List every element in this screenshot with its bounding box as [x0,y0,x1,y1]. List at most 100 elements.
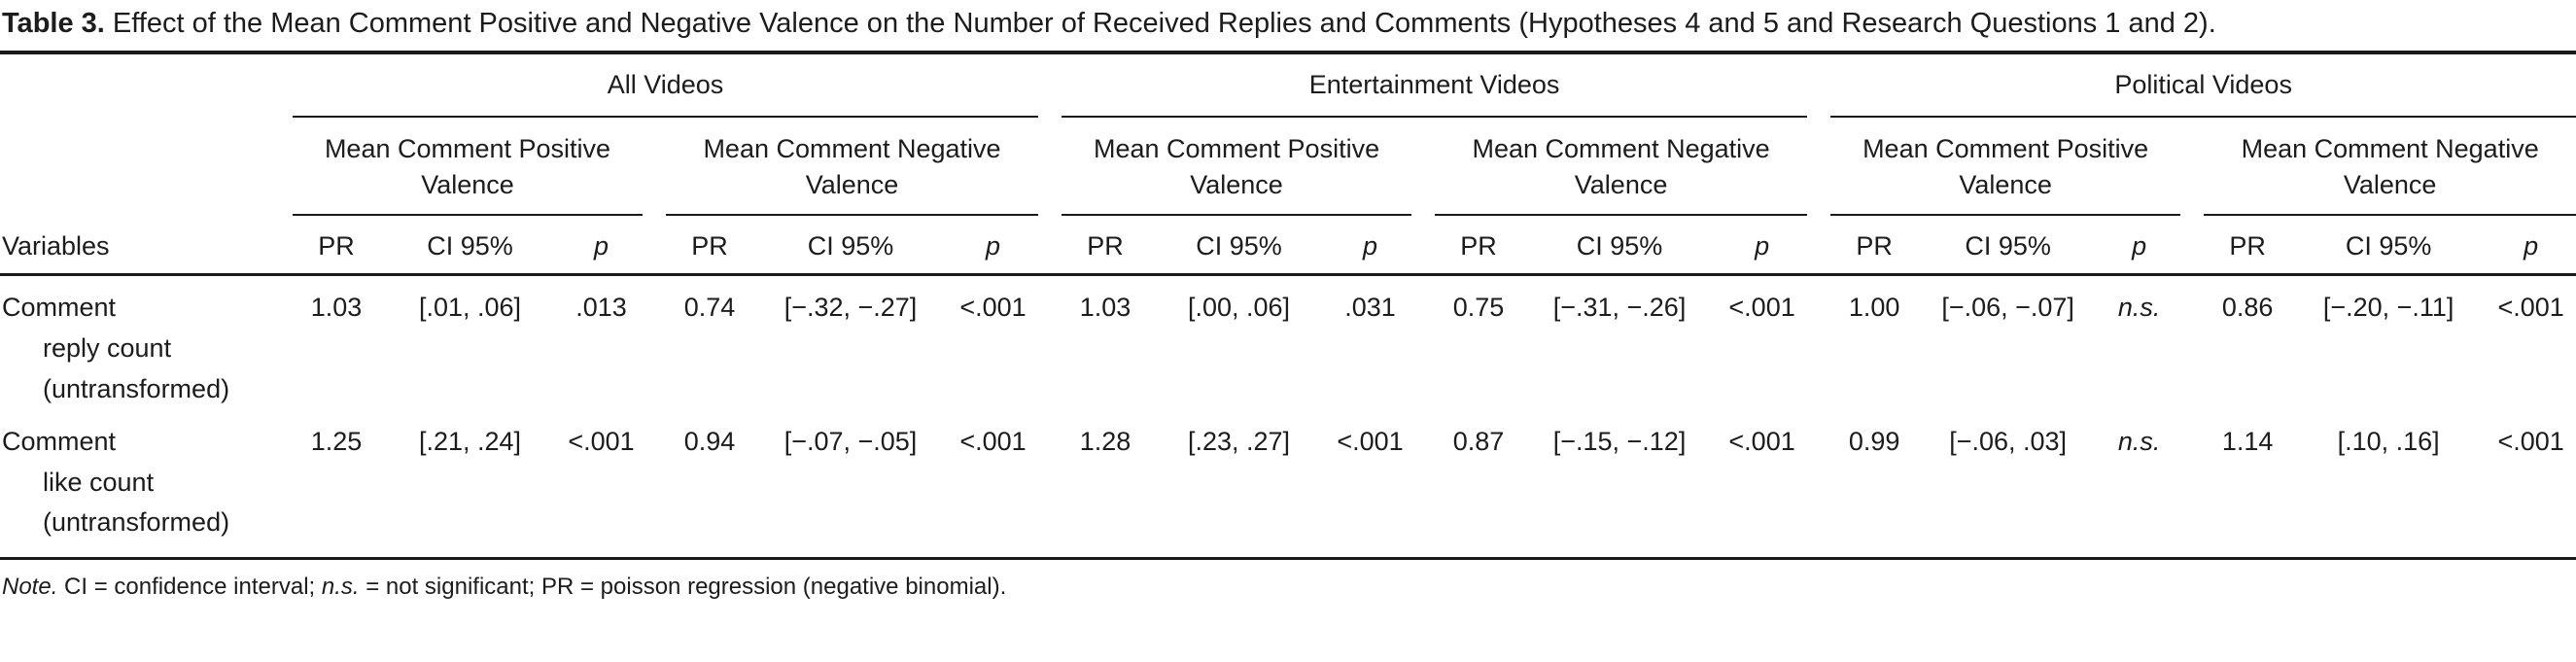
pr-cell: 0.99 [1830,409,1919,561]
p-cell: n.s. [2098,409,2181,561]
pr-column-header: PR [2204,215,2292,277]
subgroup-gap [1411,117,1435,215]
pr-cell: 1.14 [2204,409,2292,561]
column-gap [1038,409,1062,561]
pr-cell: 0.94 [666,409,753,561]
pr-cell: 0.75 [1452,293,1505,323]
pr-cell: 0.74 [683,293,736,323]
pr-cell: 0.87 [1435,409,1523,561]
subgroup-all-positive: Mean Comment Positive Valence [293,117,643,217]
ci-column-header: CI 95% [1149,215,1330,277]
column-gap [643,275,666,410]
column-gap [1411,215,1436,277]
p-cell: <.001 [560,409,643,561]
ci-column-header: CI 95% [753,215,948,277]
column-gap [643,215,666,277]
subgroup-all-negative: Mean Comment Negative Valence [666,117,1039,217]
pr-cell: 0.86 [2221,293,2274,323]
p-column-header: p [2098,215,2181,277]
subgroup-spacer [0,117,293,215]
p-cell: <.001 [2497,293,2564,323]
ci-cell: [−.32, −.27] [783,293,918,323]
pr-cell: 1.03 [1079,293,1131,323]
subgroup-gap [1038,117,1062,215]
group-gap [1038,51,1062,118]
pr-cell: 1.28 [1062,409,1150,561]
subgroup-gap [2180,117,2204,215]
p-cell: <.001 [948,409,1039,561]
p-cell: <.001 [2486,409,2576,561]
variable-name: Comment reply count (untransformed) [2,293,230,403]
subgroup-entertainment-positive: Mean Comment Positive Valence [1062,117,1412,217]
subgroup-political-positive: Mean Comment Positive Valence [1830,117,2181,217]
variables-column-header: Variables [0,215,293,277]
variable-name: Comment like count (untransformed) [0,409,293,561]
group-header-spacer [0,51,293,118]
ci-cell: [−.07, −.05] [753,409,948,561]
table-caption: Effect of the Mean Comment Positive and … [112,8,2216,39]
group-header-all-videos: All Videos [293,51,1039,119]
group-header-political-videos: Political Videos [1830,51,2576,119]
p-column-header: p [1717,215,1808,277]
column-gap [1038,275,1062,410]
subgroup-political-negative: Mean Comment Negative Valence [2204,117,2576,217]
table-note: Note. CI = confidence interval; n.s. = n… [2,574,2576,601]
p-cell: n.s. [2117,293,2161,323]
p-cell: <.001 [959,293,1027,323]
ci-column-header: CI 95% [380,215,560,277]
pr-column-header: PR [666,215,753,277]
note-text-2: = not significant; PR = poisson regressi… [366,574,1007,601]
ci-column-header: CI 95% [1522,215,1718,277]
p-cell: .013 [575,293,627,323]
ci-cell: [−.06, −.07] [1941,293,2074,323]
results-table: All Videos Entertainment Videos Politica… [0,51,2576,561]
subgroup-entertainment-negative: Mean Comment Negative Valence [1435,117,1808,217]
column-gap [2180,275,2204,410]
column-gap [1807,275,1830,410]
ci-cell: [.10, .16] [2291,409,2487,561]
ci-cell: [.01, .06] [418,293,522,323]
ci-cell: [−.20, −.11] [2322,293,2454,323]
note-label: Note. [2,574,58,601]
p-column-header: p [2486,215,2576,277]
ci-column-header: CI 95% [2291,215,2487,277]
table-row-comment-reply-count: Comment reply count (untransformed) 1.03… [0,275,2576,410]
column-gap [1807,215,1831,277]
ci-cell: [.23, .27] [1149,409,1330,561]
pr-column-header: PR [1435,215,1523,277]
table-number-label: Table 3. [2,8,105,39]
table-row-comment-like-count: Comment like count (untransformed) 1.25 … [0,409,2576,561]
pr-cell: 1.03 [310,293,363,323]
pr-cell: 1.00 [1848,293,1900,323]
group-header-entertainment-videos: Entertainment Videos [1062,51,1808,119]
column-gap [1411,275,1435,410]
column-gap [2180,409,2205,561]
ci-cell: [−.15, −.12] [1522,409,1718,561]
group-gap [1807,51,1831,118]
ci-cell: [−.31, −.26] [1552,293,1687,323]
column-gap [1411,409,1436,561]
subgroup-header-row: Mean Comment Positive Valence Mean Comme… [0,117,2576,217]
p-cell: <.001 [1717,409,1808,561]
p-column-header: p [560,215,643,277]
pr-column-header: PR [1062,215,1150,277]
group-header-row: All Videos Entertainment Videos Politica… [0,51,2576,119]
pr-column-header: PR [1830,215,1919,277]
pr-column-header: PR [293,215,380,277]
ci-cell: [.00, .06] [1187,293,1291,323]
note-text-1: CI = confidence interval; [64,574,316,601]
note-ns-abbrev: n.s. [321,574,360,601]
p-cell: .031 [1344,293,1396,323]
subgroup-gap [643,117,666,215]
ci-cell: [.21, .24] [380,409,560,561]
p-column-header: p [948,215,1039,277]
column-gap [643,409,666,561]
column-gap [2180,215,2205,277]
subgroup-gap [1807,117,1830,215]
p-cell: <.001 [1728,293,1795,323]
column-gap [1038,215,1062,277]
table-title: Table 3. Effect of the Mean Comment Posi… [2,6,2576,41]
ci-column-header: CI 95% [1918,215,2099,277]
ci-cell: [−.06, .03] [1918,409,2099,561]
